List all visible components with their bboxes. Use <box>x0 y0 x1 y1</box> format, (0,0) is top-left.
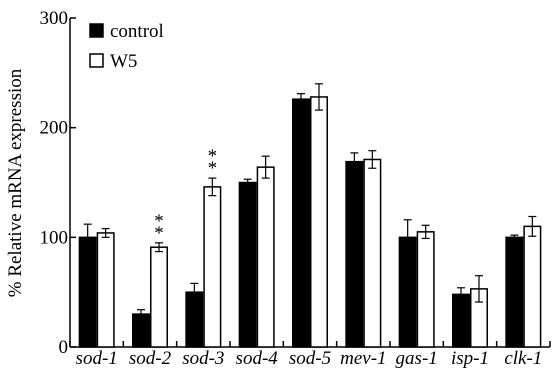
significance-mark: * <box>154 223 164 244</box>
significance-mark: * <box>208 146 218 167</box>
legend-label-control: control <box>110 21 164 42</box>
y-tick-label: 100 <box>40 227 69 248</box>
bar-w5-gas-1 <box>416 231 435 348</box>
bar-w5-sod-4 <box>256 166 275 348</box>
bar-w5-sod-3 <box>203 186 222 348</box>
category-label-clk-1: clk-1 <box>504 348 542 369</box>
legend-swatch-control <box>89 23 104 38</box>
category-label-sod-4: sod-4 <box>236 348 279 369</box>
bar-control-isp-1 <box>452 293 470 348</box>
legend-swatch-w5 <box>89 53 104 68</box>
significance-mark: * <box>154 211 164 232</box>
bar-control-mev-1 <box>345 160 364 348</box>
bar-w5-clk-1 <box>523 225 542 348</box>
legend-label-w5: W5 <box>110 51 137 72</box>
bar-w5-sod-1 <box>96 232 115 348</box>
bar-w5-sod-5 <box>310 96 328 348</box>
bar-control-sod-4 <box>238 181 257 348</box>
error-bars <box>83 83 537 320</box>
bar-w5-sod-2 <box>150 246 168 348</box>
category-labels: sod-1 sod-2 sod-3 sod-4 sod-5 mev-1 gas-1 isp-1… <box>76 348 543 369</box>
bars <box>78 96 542 348</box>
significance-mark: * <box>208 158 218 179</box>
bar-control-clk-1 <box>505 236 524 348</box>
category-label-sod-2: sod-2 <box>129 348 172 369</box>
bar-control-sod-1 <box>78 236 97 348</box>
category-label-sod-1: sod-1 <box>76 348 118 369</box>
legend: control W5 <box>89 21 164 72</box>
bar-control-sod-5 <box>292 98 310 348</box>
y-tick-label: 200 <box>40 118 69 139</box>
y-tick-label: 0 <box>59 337 69 358</box>
category-label-gas-1: gas-1 <box>396 348 438 369</box>
y-tick-label: 300 <box>40 8 69 29</box>
category-label-mev-1: mev-1 <box>340 348 386 369</box>
category-label-sod-3: sod-3 <box>182 348 224 369</box>
category-label-isp-1: isp-1 <box>451 348 489 369</box>
category-label-sod-5: sod-5 <box>289 348 331 369</box>
significance-annotations: **** <box>154 146 217 244</box>
y-axis-label: % Relative mRNA expression <box>5 68 26 297</box>
bar-w5-mev-1 <box>363 158 382 348</box>
